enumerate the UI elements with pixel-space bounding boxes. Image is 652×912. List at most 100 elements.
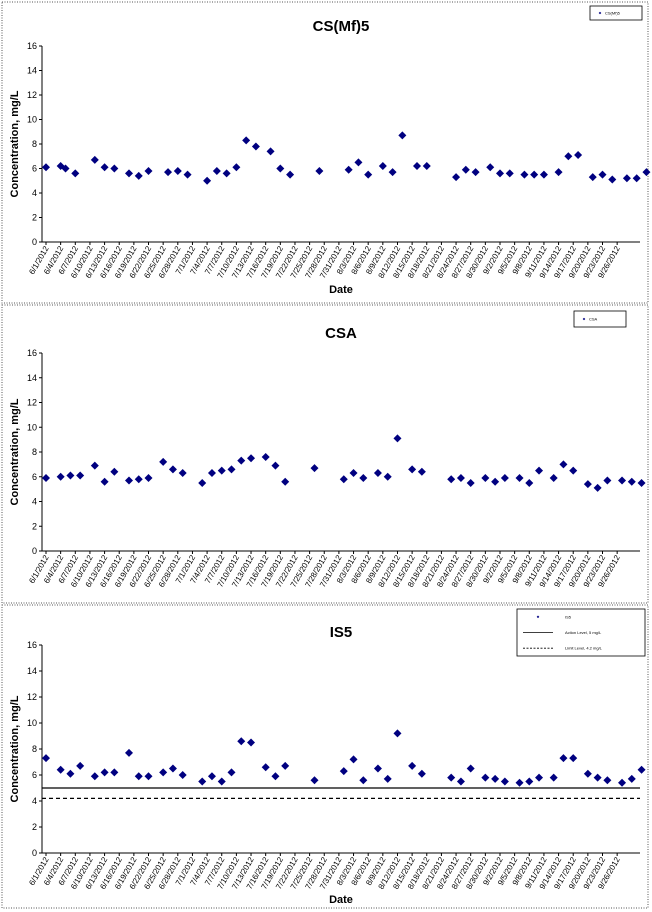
- data-point: [42, 473, 50, 482]
- data-point: [349, 469, 358, 478]
- chart-title: CSA: [325, 325, 357, 342]
- data-point: [237, 737, 246, 746]
- y-tick-label: 2: [32, 521, 37, 531]
- data-point: [212, 166, 221, 175]
- data-point: [515, 778, 524, 787]
- data-point: [207, 772, 216, 781]
- y-tick-label: 16: [27, 640, 37, 650]
- legend-label: Action Level, 5 mg/L: [565, 630, 602, 635]
- legend-label: IS5: [565, 614, 572, 619]
- data-point: [271, 461, 280, 470]
- y-axis-label: Concentration, mg/L: [9, 695, 21, 802]
- y-tick-label: 0: [32, 848, 37, 858]
- data-point: [408, 761, 417, 770]
- panel-frame: [1, 1, 649, 304]
- data-point: [71, 169, 80, 178]
- data-point: [525, 478, 534, 487]
- y-tick-label: 0: [32, 237, 37, 247]
- data-point: [251, 142, 260, 151]
- data-point: [456, 473, 465, 482]
- data-point: [413, 162, 422, 171]
- data-point: [124, 748, 133, 757]
- data-point: [593, 773, 602, 782]
- data-point: [90, 461, 99, 470]
- data-point: [144, 772, 153, 781]
- data-point: [373, 764, 382, 773]
- data-point: [632, 174, 641, 183]
- chart-title: CS(Mf)5: [313, 18, 370, 35]
- data-point: [481, 473, 490, 482]
- data-point: [56, 472, 65, 481]
- data-point: [559, 754, 568, 763]
- data-point: [203, 176, 212, 185]
- data-point: [134, 171, 143, 180]
- data-point: [110, 467, 119, 476]
- data-point: [530, 170, 539, 179]
- y-tick-label: 10: [27, 115, 37, 125]
- data-point: [603, 476, 612, 485]
- data-point: [134, 772, 143, 781]
- data-point: [227, 465, 236, 474]
- data-point: [66, 471, 75, 480]
- legend-marker: [582, 317, 586, 321]
- y-tick-label: 8: [32, 744, 37, 754]
- data-point: [232, 163, 241, 172]
- panel-frame: [1, 604, 649, 909]
- data-point: [66, 769, 75, 778]
- data-point: [520, 170, 529, 179]
- y-tick-label: 0: [32, 546, 37, 556]
- y-axis-label: Concentration, mg/L: [9, 398, 21, 505]
- data-point: [134, 475, 143, 484]
- data-point: [344, 165, 353, 174]
- data-point: [622, 174, 631, 183]
- data-point: [627, 477, 636, 486]
- data-point: [90, 772, 99, 781]
- data-point: [198, 478, 207, 487]
- data-point: [486, 163, 495, 172]
- data-point: [618, 476, 627, 485]
- y-tick-label: 6: [32, 164, 37, 174]
- data-point: [603, 776, 612, 785]
- data-point: [100, 768, 109, 777]
- data-point: [310, 776, 319, 785]
- data-point: [500, 777, 509, 786]
- x-axis-label: Date: [329, 894, 353, 906]
- data-point: [310, 464, 319, 473]
- data-point: [247, 454, 256, 463]
- data-point: [539, 170, 548, 179]
- data-point: [56, 765, 65, 774]
- data-point: [42, 754, 50, 763]
- data-point: [383, 472, 392, 481]
- data-point: [222, 169, 231, 178]
- data-point: [583, 480, 592, 489]
- data-point: [266, 147, 275, 156]
- data-point: [168, 465, 177, 474]
- data-point: [456, 777, 465, 786]
- data-point: [159, 457, 168, 466]
- y-tick-label: 10: [27, 422, 37, 432]
- data-point: [242, 136, 251, 145]
- data-point: [637, 478, 646, 487]
- data-point: [173, 166, 182, 175]
- data-point: [281, 761, 290, 770]
- legend-marker: [536, 615, 540, 619]
- y-tick-label: 6: [32, 770, 37, 780]
- data-point: [500, 473, 509, 482]
- y-tick-label: 12: [27, 90, 37, 100]
- chart-title: IS5: [330, 624, 353, 641]
- y-tick-label: 12: [27, 398, 37, 408]
- data-point: [393, 729, 402, 738]
- data-point: [515, 473, 524, 482]
- data-point: [642, 168, 651, 177]
- data-point: [495, 169, 504, 178]
- data-point: [417, 467, 426, 476]
- data-point: [227, 768, 236, 777]
- data-point: [207, 469, 216, 478]
- data-point: [505, 169, 514, 178]
- data-point: [110, 768, 119, 777]
- data-point: [388, 168, 397, 177]
- y-tick-label: 6: [32, 472, 37, 482]
